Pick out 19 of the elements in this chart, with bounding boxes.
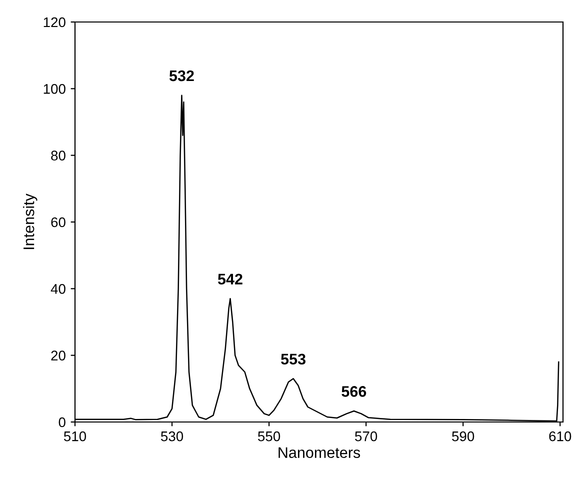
x-tick-label: 510 bbox=[64, 431, 86, 442]
y-tick-label: 80 bbox=[51, 150, 66, 161]
y-tick-label: 20 bbox=[51, 350, 66, 361]
y-tick-label: 0 bbox=[58, 417, 66, 428]
y-tick-label: 60 bbox=[51, 217, 66, 228]
x-tick-label: 610 bbox=[549, 431, 572, 442]
annotation: 566 bbox=[342, 386, 366, 397]
annotation: 553 bbox=[281, 354, 306, 365]
x-tick-label: 550 bbox=[258, 431, 280, 442]
x-tick-label: 570 bbox=[355, 431, 378, 442]
annotation: 542 bbox=[218, 274, 242, 285]
x-tick-label: 530 bbox=[160, 431, 184, 442]
annotation: 532 bbox=[169, 70, 194, 82]
y-tick-label: 40 bbox=[50, 284, 66, 294]
y-tick-label: 120 bbox=[44, 17, 66, 28]
x-tick-label: 590 bbox=[452, 431, 474, 442]
y-axis-title: Intensity bbox=[23, 194, 38, 250]
x-axis-title: Nanometers bbox=[278, 447, 360, 458]
y-tick-label: 100 bbox=[44, 84, 66, 94]
